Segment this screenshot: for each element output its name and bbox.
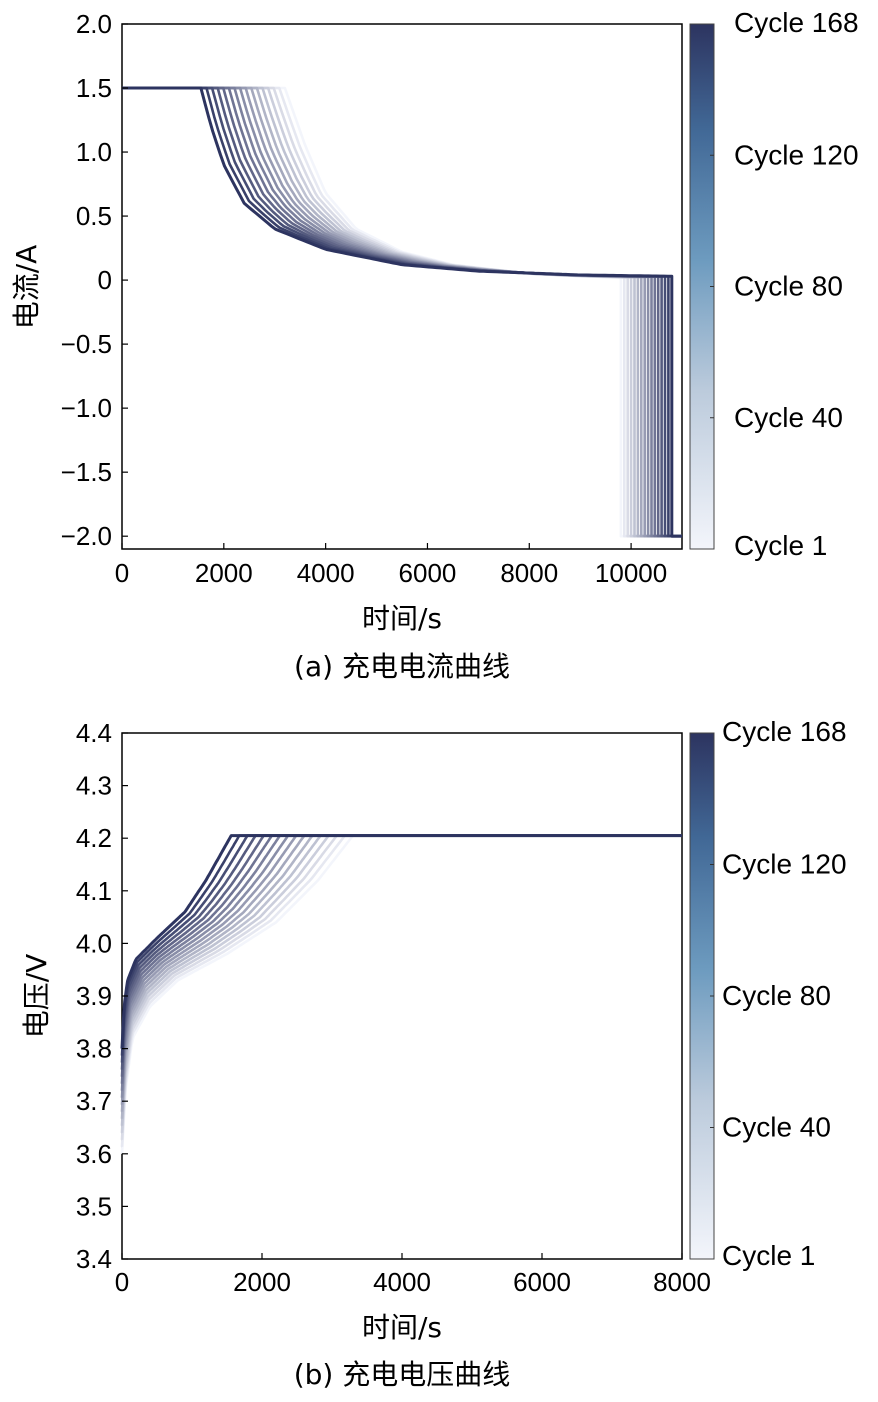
panel-b-caption: (b) 充电电压曲线 [294,1358,511,1391]
y-tick-label: 3.6 [76,1139,112,1169]
colorbar-label: Cycle 120 [722,849,847,880]
x-tick-label: 6000 [513,1267,571,1297]
cycle-curve [120,834,682,1056]
cycle-curve [120,834,682,1133]
y-tick-label: 2.0 [76,9,112,39]
cycle-curve [120,834,682,1140]
y-tick-label: −1.5 [61,457,112,487]
x-tick-label: 2000 [195,558,253,588]
cycle-curve [120,834,682,1091]
panel-a-caption: (a) 充电电流曲线 [294,650,510,683]
cycle-curve [120,834,682,1070]
panel-b-y-axis-label: 电压/V [20,954,53,1039]
y-tick-label: 4.4 [76,718,112,748]
y-tick-label: 3.9 [76,981,112,1011]
cycle-curve [120,834,682,1112]
colorbar-label: Cycle 80 [734,271,843,302]
y-tick-label: 1.0 [76,137,112,167]
cycle-curve [120,834,682,1147]
colorbar-label: Cycle 168 [722,716,847,747]
panel-b-colorbar-labels: Cycle 168 Cycle 120 Cycle 80 Cycle 40 Cycle … [710,716,847,1271]
y-tick-label: 1.5 [76,73,112,103]
cycle-curve [120,834,682,1119]
panel-a-curves [122,86,682,538]
y-tick-label: 3.5 [76,1191,112,1221]
y-tick-label: 0.5 [76,201,112,231]
x-tick-label: 4000 [373,1267,431,1297]
y-tick-label: 3.7 [76,1086,112,1116]
cycle-curve [120,834,682,1098]
colorbar-label: Cycle 80 [722,980,831,1011]
panel-b-plot-frame [121,732,683,1260]
y-tick-label: 3.8 [76,1034,112,1064]
colorbar-label: Cycle 1 [722,1240,815,1271]
y-tick-label: 0 [98,265,112,295]
panel-a: 0 2000 4000 6000 8000 10000 2.0 1.5 1.0 0.5 0 −0.5… [10,7,859,683]
panel-b-y-ticks: 4.4 4.3 4.2 4.1 4.0 3.9 3.8 3.7 3.6 3.5 3.4 [76,718,128,1274]
colorbar-label: Cycle 1 [734,530,827,561]
y-tick-label: −1.0 [61,393,112,423]
colorbar-label: Cycle 120 [734,139,859,170]
panel-a-y-axis-label: 电流/A [10,245,43,330]
y-tick-label: 4.3 [76,771,112,801]
panel-b-curves [120,834,682,1154]
panel-b: 0 2000 4000 6000 8000 4.4 4.3 4.2 4.1 4.0 3.9 3.8 3… [20,716,847,1391]
cycle-curve [122,86,682,538]
cycle-curve [120,834,682,1084]
y-tick-label: 3.4 [76,1244,112,1274]
x-tick-label: 8000 [653,1267,711,1297]
x-tick-label: 8000 [500,558,558,588]
y-tick-label: 4.1 [76,876,112,906]
x-tick-label: 6000 [399,558,457,588]
x-tick-label: 10000 [595,558,667,588]
panel-a-y-ticks: 2.0 1.5 1.0 0.5 0 −0.5 −1.0 −1.5 −2.0 [61,9,128,551]
cycle-curve [120,834,682,1105]
x-tick-label: 4000 [297,558,355,588]
colorbar-label: Cycle 168 [734,7,859,38]
panel-a-plot-frame [121,23,683,550]
y-tick-label: 4.0 [76,928,112,958]
cycle-curve [120,834,682,1077]
y-tick-label: 4.2 [76,823,112,853]
x-tick-label: 0 [115,558,129,588]
x-tick-label: 2000 [233,1267,291,1297]
y-tick-label: −0.5 [61,329,112,359]
cycle-curve [120,834,682,1154]
panel-a-x-ticks: 0 2000 4000 6000 8000 10000 [115,543,667,588]
panel-b-x-axis-label: 时间/s [362,1311,442,1344]
colorbar-label: Cycle 40 [722,1112,831,1143]
panel-a-colorbar-labels: Cycle 168 Cycle 120 Cycle 80 Cycle 40 Cycle … [710,7,859,561]
cycle-curve [120,834,682,1049]
y-tick-label: −2.0 [61,521,112,551]
panel-b-x-ticks: 0 2000 4000 6000 8000 [115,1253,711,1297]
colorbar-label: Cycle 40 [734,402,843,433]
cycle-curve [120,834,682,1126]
cycle-curve [120,834,682,1063]
x-tick-label: 0 [115,1267,129,1297]
panel-a-x-axis-label: 时间/s [362,602,442,635]
